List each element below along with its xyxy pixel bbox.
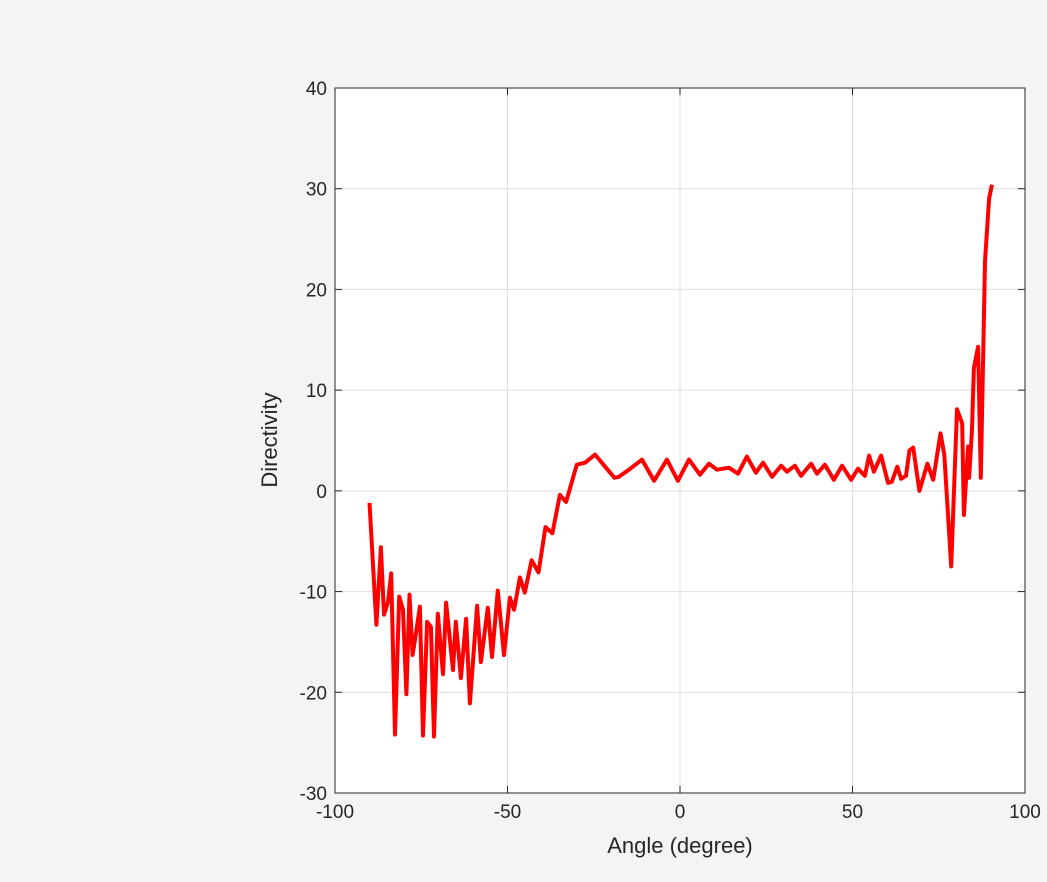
x-tick-label: 50: [842, 802, 863, 823]
x-tick-label: -100: [316, 802, 354, 823]
x-tick-labels: -100 -50 0 50 100: [316, 802, 1041, 823]
axis-ticks: [334, 87, 1026, 794]
x-axis-label: Angle (degree): [607, 833, 753, 858]
y-tick-label: 0: [316, 482, 327, 503]
y-tick-label: 20: [306, 280, 327, 301]
y-tick-label: -20: [300, 683, 327, 704]
x-tick-label: 0: [675, 802, 686, 823]
plot-line-series: [367, 184, 994, 739]
directivity-line: [367, 184, 994, 739]
y-tick-label: -30: [300, 784, 327, 805]
y-tick-label: 10: [306, 381, 327, 402]
y-tick-label: 30: [306, 180, 327, 201]
x-tick-label: -50: [494, 802, 521, 823]
y-axis-label: Directivity: [257, 392, 282, 487]
grid-lines: [335, 88, 1025, 793]
x-tick-label: 100: [1009, 802, 1041, 823]
y-tick-label: 40: [306, 79, 327, 100]
y-tick-label: -10: [300, 583, 327, 604]
y-tick-labels: -30 -20 -10 0 10 20 30 40: [300, 79, 327, 805]
